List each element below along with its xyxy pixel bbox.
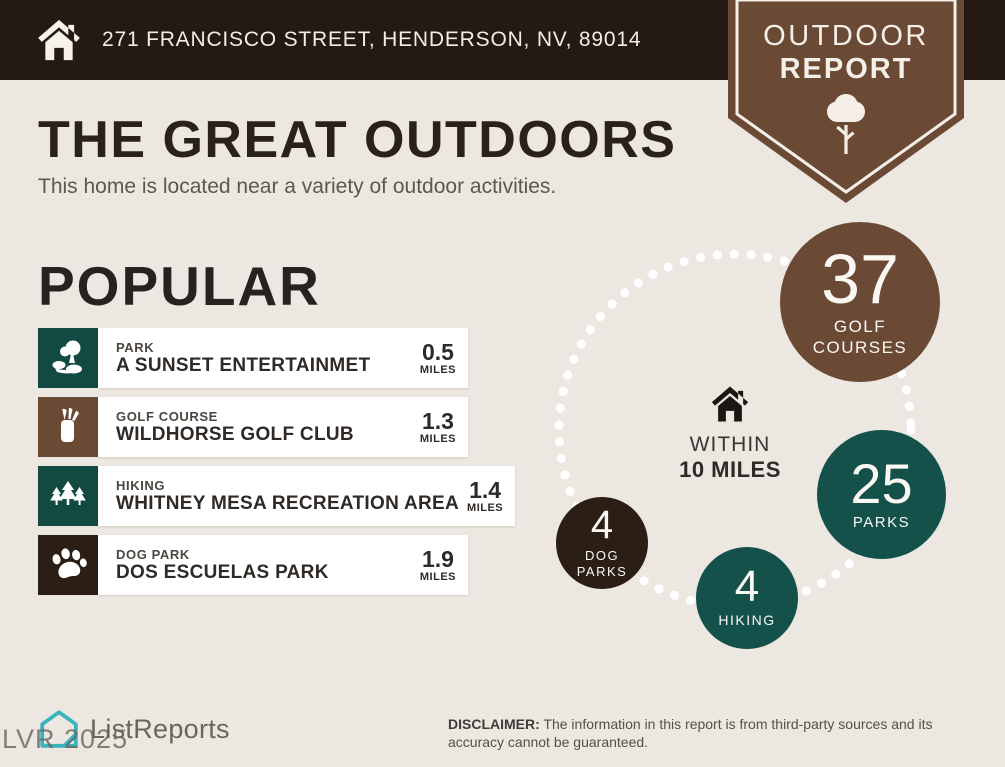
golf-bag-icon bbox=[38, 397, 98, 457]
paw-icon bbox=[38, 535, 98, 595]
page-title: THE GREAT OUTDOORS bbox=[38, 111, 677, 169]
item-distance: 0.5 MILES bbox=[419, 338, 456, 376]
house-icon bbox=[38, 19, 80, 61]
item-name: WILDHORSE GOLF CLUB bbox=[116, 423, 354, 445]
item-category: GOLF COURSE bbox=[116, 408, 218, 424]
within-label: WITHIN bbox=[689, 433, 771, 456]
item-category: PARK bbox=[116, 339, 155, 355]
stat-label: GOLF COURSES bbox=[812, 317, 908, 358]
stat-label: HIKING bbox=[718, 612, 776, 629]
stat-bubble-parks: 25 PARKS bbox=[817, 430, 946, 559]
item-distance: 1.9 MILES bbox=[419, 545, 456, 583]
pine-trees-icon bbox=[38, 466, 98, 526]
item-distance: 1.4 MILES bbox=[467, 476, 504, 514]
disclaimer-label: DISCLAIMER: bbox=[448, 716, 540, 732]
stat-label: PARKS bbox=[852, 513, 911, 531]
miles-label: 10 MILES bbox=[679, 457, 781, 482]
stat-label: DOG PARKS bbox=[576, 547, 628, 579]
stat-value: 37 bbox=[821, 239, 899, 318]
stat-bubble-golf-courses: 37 GOLF COURSES bbox=[780, 222, 940, 382]
park-icon bbox=[38, 328, 98, 388]
stat-bubble-dog-parks: 4 DOG PARKS bbox=[556, 497, 648, 589]
disclaimer-text: DISCLAIMER: The information in this repo… bbox=[448, 716, 933, 750]
tree-icon bbox=[827, 94, 865, 154]
listreports-logo-icon bbox=[40, 710, 78, 748]
stat-value: 25 bbox=[850, 451, 913, 515]
dotted-radius-ring bbox=[554, 249, 916, 611]
radius-center-label: WITHIN 10 MILES bbox=[655, 384, 805, 483]
item-name: DOS ESCUELAS PARK bbox=[116, 561, 329, 583]
list-item-dog-park: DOG PARK DOS ESCUELAS PARK 1.9 MILES bbox=[38, 535, 468, 595]
section-title-popular: POPULAR bbox=[38, 255, 321, 317]
badge-title: OUTDOOR REPORT bbox=[728, 20, 964, 87]
list-item-golf-course: GOLF COURSE WILDHORSE GOLF CLUB 1.3 MILE… bbox=[38, 397, 468, 457]
listreports-brand: ListReports bbox=[38, 708, 230, 750]
watermark: LVR 2025 bbox=[2, 724, 129, 754]
badge-line1: OUTDOOR bbox=[763, 20, 929, 52]
list-item-park: PARK A SUNSET ENTERTAINMET 0.5 MILES bbox=[38, 328, 468, 388]
stat-value: 4 bbox=[734, 562, 760, 612]
outdoor-report-badge: OUTDOOR REPORT bbox=[728, 0, 964, 206]
item-category: DOG PARK bbox=[116, 546, 190, 562]
item-category: HIKING bbox=[116, 477, 166, 493]
house-icon bbox=[711, 386, 749, 422]
item-name: A SUNSET ENTERTAINMET bbox=[116, 354, 371, 376]
stat-bubble-hiking: 4 HIKING bbox=[696, 547, 798, 649]
brand-name: ListReports bbox=[90, 713, 230, 744]
badge-line2: REPORT bbox=[779, 53, 913, 86]
item-name: WHITNEY MESA RECREATION AREA bbox=[116, 492, 460, 514]
stat-value: 4 bbox=[590, 502, 614, 547]
page-subtitle: This home is located near a variety of o… bbox=[38, 175, 557, 198]
item-distance: 1.3 MILES bbox=[419, 407, 456, 445]
property-address: 271 FRANCISCO STREET, HENDERSON, NV, 890… bbox=[102, 28, 642, 51]
popular-list: PARK A SUNSET ENTERTAINMET 0.5 MILES bbox=[38, 328, 516, 604]
list-item-hiking: HIKING WHITNEY MESA RECREATION AREA 1.4 … bbox=[38, 466, 516, 526]
